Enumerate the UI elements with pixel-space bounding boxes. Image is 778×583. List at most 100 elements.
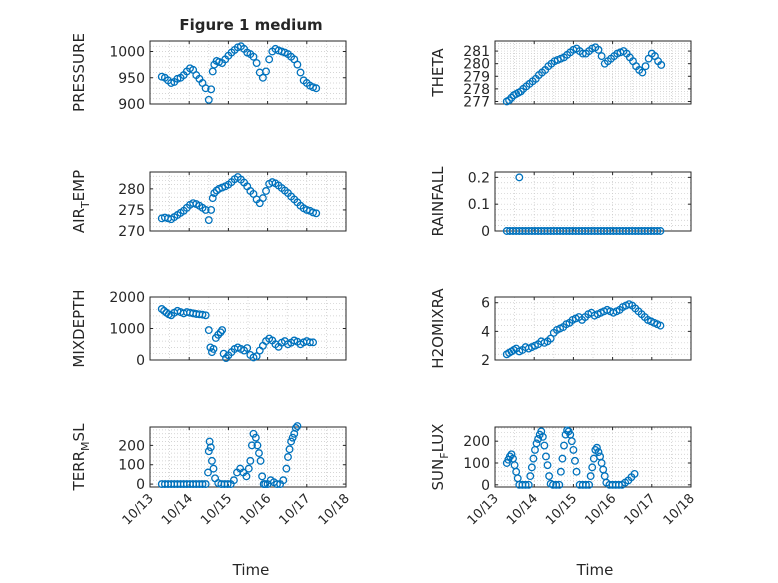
y-axis-label-part: MIXDEPTH (70, 289, 88, 367)
data-point (287, 437, 296, 446)
figure-title: Figure 1 medium (179, 16, 322, 34)
data-point (571, 456, 579, 465)
data-point (262, 187, 270, 195)
data-point (243, 344, 252, 352)
data-point (198, 310, 207, 319)
data-point (229, 476, 238, 485)
y-axis-label-part: THETA (429, 48, 447, 98)
y-axis-label-part: F (438, 452, 451, 458)
data-point (255, 449, 263, 458)
data-point (249, 52, 258, 61)
y-tick-label: 2000 (109, 290, 145, 306)
data-point (569, 445, 578, 454)
data-point (293, 60, 302, 69)
data-point (207, 456, 216, 465)
y-tick-label: 1000 (109, 45, 145, 61)
data-point (208, 194, 217, 203)
data-point (201, 205, 210, 214)
y-tick-label: 0 (136, 477, 145, 493)
data-point (258, 472, 267, 481)
axes-box (494, 296, 692, 361)
y-tick-label: 280 (118, 182, 145, 198)
y-tick-label: 200 (118, 438, 145, 454)
y-tick-label: 277 (463, 94, 490, 110)
data-point (560, 441, 568, 450)
y-axis-label-part: TERR (70, 451, 88, 492)
panel-3: 270 275 280 AIRTEMP (70, 170, 347, 240)
data-point (198, 480, 207, 489)
data-point (309, 338, 318, 347)
data-point (312, 209, 321, 218)
y-axis-label: RAINFALL (429, 166, 447, 237)
y-axis-label-part: AIR (70, 208, 88, 233)
data-point (249, 429, 258, 438)
y-tick-label: 900 (118, 97, 145, 113)
data-point (552, 480, 561, 489)
data-point (529, 454, 538, 463)
data-point (543, 461, 552, 470)
data-point (258, 73, 267, 82)
data-point (521, 480, 530, 489)
data-point (507, 93, 516, 102)
data-point (586, 472, 595, 481)
data-point (210, 189, 219, 198)
y-axis-label: H2OMIXRA (429, 288, 447, 369)
data-point (207, 205, 216, 214)
data-point (201, 311, 210, 320)
y-tick-label: 0 (481, 224, 490, 240)
data-point (201, 84, 210, 93)
data-point (515, 173, 524, 182)
y-tick-label: 0.1 (468, 197, 490, 213)
y-axis-label: TERRMSL (70, 423, 92, 492)
data-point (585, 480, 594, 489)
data-point (284, 453, 292, 461)
data-point (594, 448, 603, 457)
data-point (293, 422, 302, 430)
data-point (282, 464, 291, 473)
panel-4: 0 0.1 0.2 RAINFALL (429, 166, 692, 240)
data-point (218, 326, 227, 335)
data-point (545, 472, 554, 481)
data-point (261, 480, 270, 489)
data-point (505, 96, 514, 105)
data-point (253, 441, 262, 450)
data-point (285, 445, 294, 454)
y-tick-label: 0 (481, 478, 490, 494)
data-point (204, 95, 213, 104)
data-point (312, 84, 321, 93)
y-tick-label: 2 (481, 353, 490, 369)
y-axis-label: MIXDEPTH (70, 289, 88, 367)
data-point (204, 447, 213, 456)
y-tick-label: 100 (463, 456, 490, 472)
y-axis-label-part: T (79, 201, 92, 209)
data-point (556, 467, 565, 476)
panel-1: 900 950 1000 PRESSURE (70, 33, 347, 113)
y-axis-label-part: H2OMIXRA (429, 288, 447, 369)
data-point (532, 439, 541, 448)
data-point (262, 67, 270, 76)
y-axis-label-part: M (79, 441, 92, 451)
y-axis-label-part: PRESSURE (70, 33, 88, 112)
data-point (288, 433, 297, 442)
plot-area (495, 172, 691, 231)
data-point (527, 463, 536, 472)
y-tick-label: 200 (463, 434, 490, 450)
y-axis-label: SUNFLUX (429, 424, 451, 491)
data-point (204, 326, 213, 335)
y-tick-label: 281 (463, 44, 490, 60)
data-point (265, 55, 274, 64)
data-point (657, 60, 666, 69)
data-point (538, 432, 547, 441)
plot-area (150, 297, 346, 360)
y-tick-label: 6 (481, 296, 490, 312)
data-point (653, 227, 662, 235)
data-point (209, 464, 218, 473)
data-point (656, 227, 665, 235)
data-point (244, 464, 253, 473)
y-tick-label: 275 (118, 203, 145, 219)
data-point (588, 463, 597, 472)
xlabel-right: Time (576, 561, 614, 579)
data-point (252, 59, 261, 67)
data-point (207, 85, 216, 94)
